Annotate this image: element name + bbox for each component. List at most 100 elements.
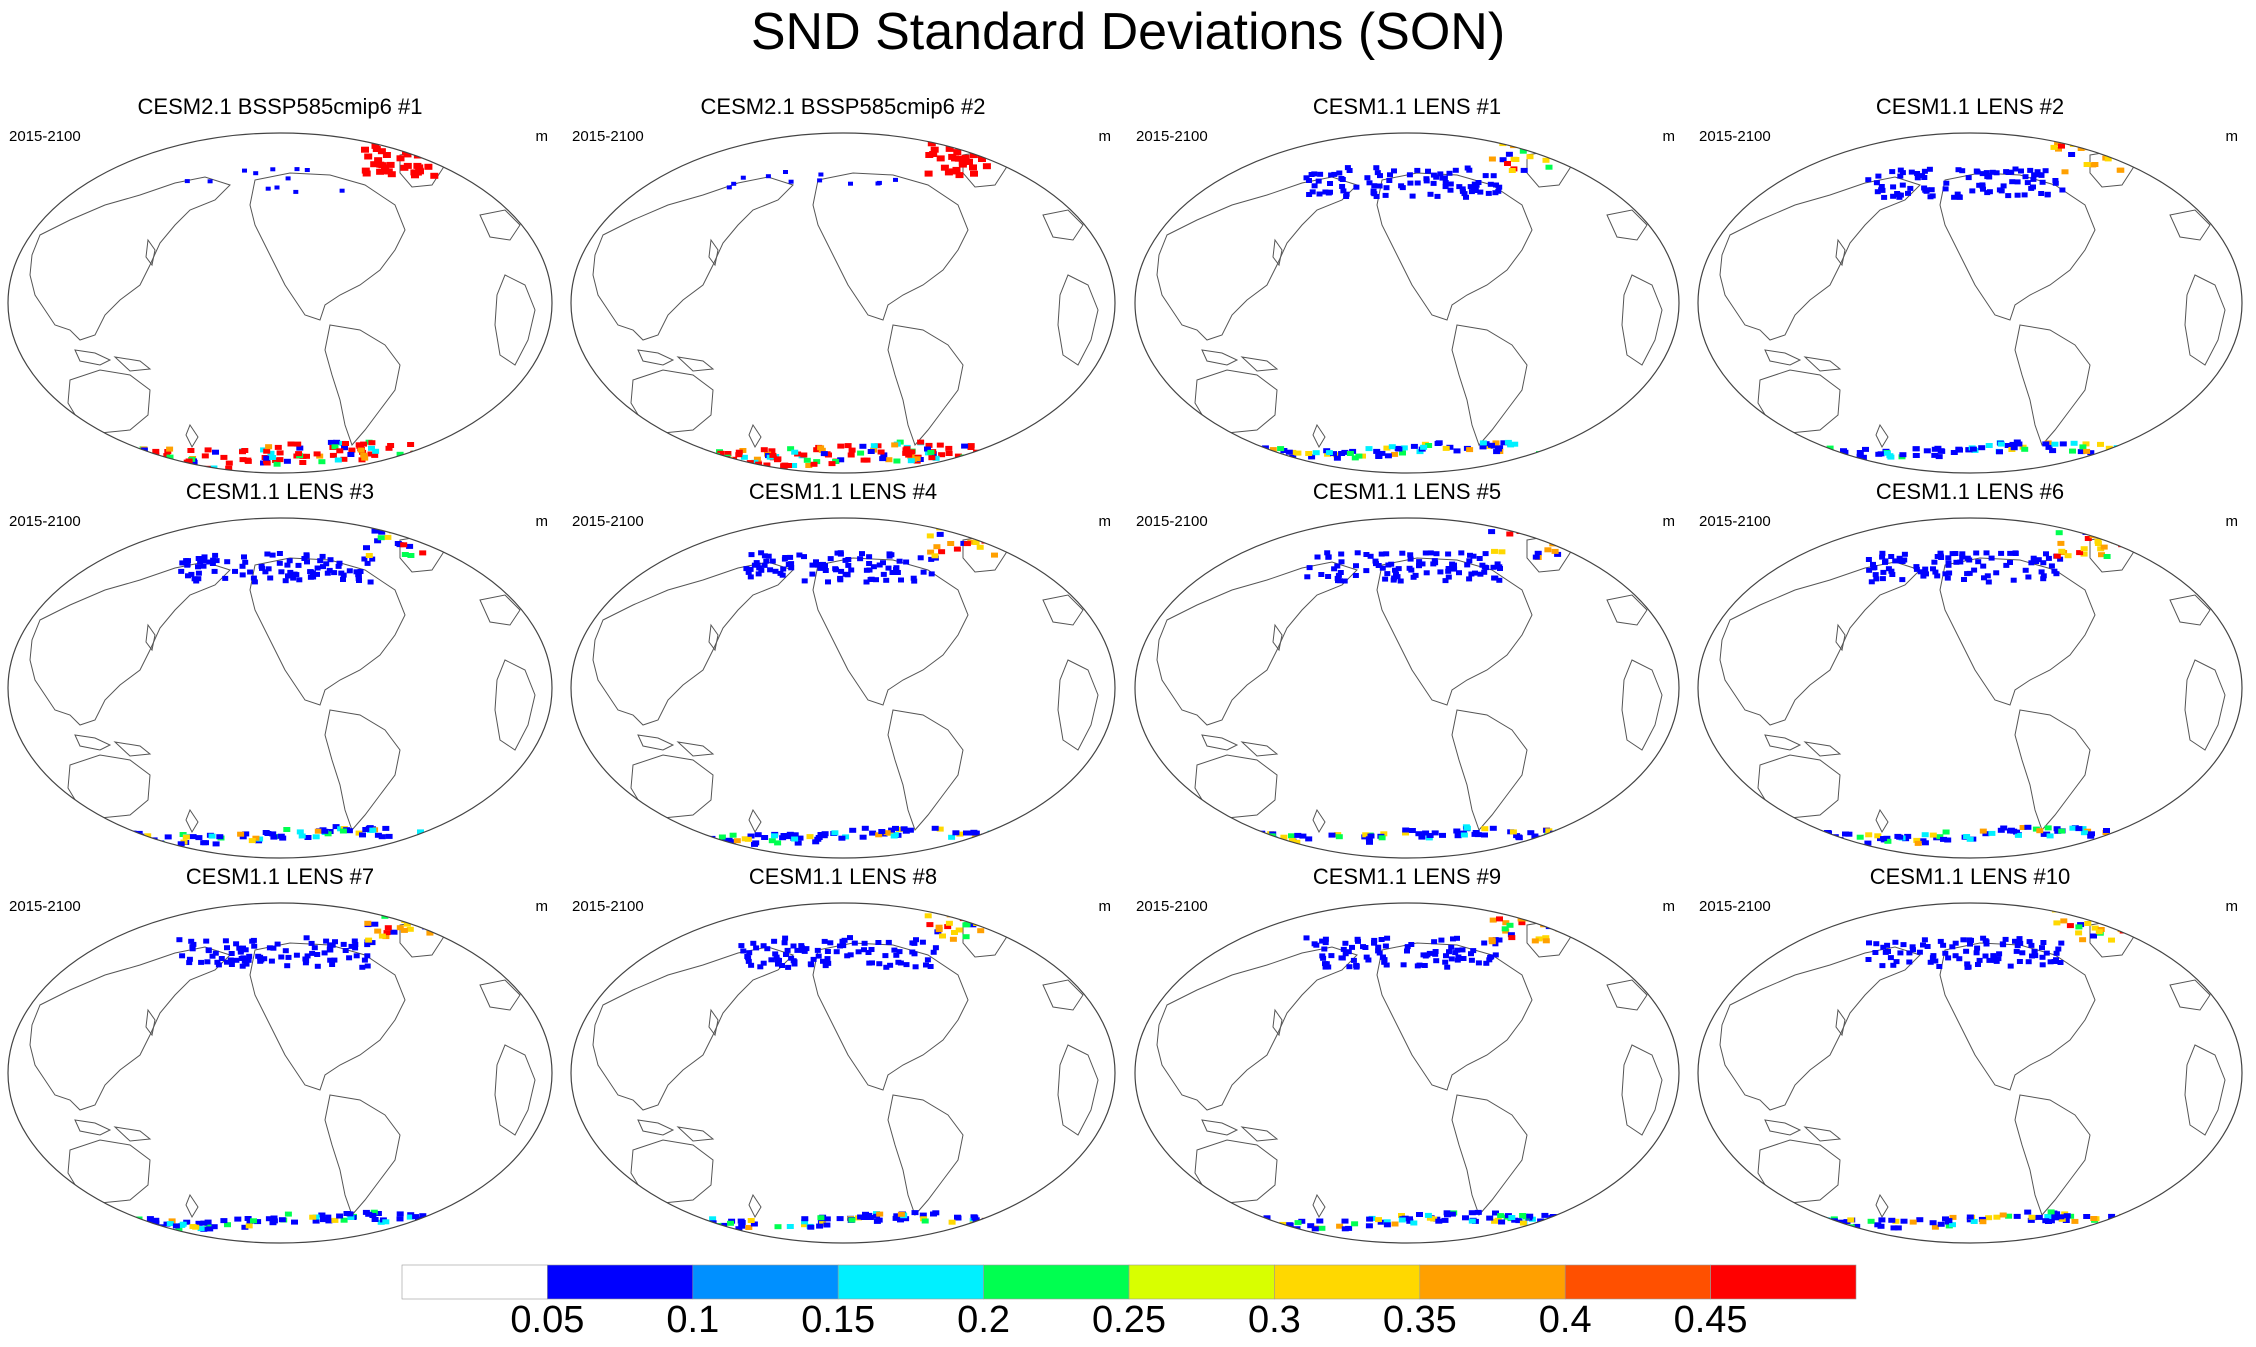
snow-cell [405,459,413,465]
snow-cell [1544,521,1552,527]
snow-cell [152,448,160,454]
snow-cell [1889,572,1896,577]
snow-cell [1956,956,1963,962]
snow-cell [1545,1221,1553,1227]
snow-cell [2040,576,2047,582]
snow-cell [1453,448,1461,454]
snow-cell [374,538,382,544]
snow-cell [1967,941,1973,947]
snow-cell [1906,959,1913,965]
snow-cell [865,950,872,955]
snow-cell [994,443,1002,449]
snow-cell [362,170,371,177]
snow-cell [978,156,986,162]
snow-cell [1373,561,1379,567]
snow-cell [1988,830,1996,836]
snow-cell [930,949,937,955]
snow-cell [357,447,365,453]
snow-cell [2104,917,2112,923]
snow-cell [400,542,408,548]
snow-cell [413,162,422,169]
snow-cell [1885,566,1892,572]
snow-cell [1554,551,1562,557]
snow-cell [206,559,213,565]
snow-cell [745,958,752,964]
snow-cell [932,455,940,461]
snow-cell [1280,834,1288,840]
snow-cell [1505,524,1513,530]
snow-cell [844,953,851,959]
snow-cell [1945,555,1952,561]
snow-cell [1425,168,1431,174]
snow-cell [1410,1220,1418,1226]
snow-cell [1239,1214,1247,1220]
snow-cell [1493,906,1501,912]
snow-cell [2010,445,2018,451]
panel-period-label: 2015-2100 [1699,513,1771,530]
snow-cell [1953,559,1960,565]
snow-cell [364,920,372,926]
snow-cell [1873,576,1880,582]
snow-cell [1324,550,1331,556]
snow-cell [360,441,368,447]
snow-cell [2084,536,2092,541]
snow-cell [1942,1216,1949,1222]
snow-cell [1494,561,1501,567]
snow-cell [410,169,419,176]
snow-cell [367,451,375,457]
snow-cell [1407,552,1414,558]
panel-title: CESM1.1 LENS #10 [1869,864,2071,889]
snow-cell [800,452,808,458]
coastline [1042,594,1084,626]
snow-cell [1496,577,1503,583]
snow-cell [1335,834,1343,840]
snow-cell [1454,935,1460,941]
snow-cell [1354,550,1361,556]
snow-cell [407,553,415,558]
snow-cell [2049,448,2057,454]
snow-cell [1541,1212,1549,1218]
snow-cell [340,941,347,947]
snow-cell [1353,964,1360,970]
snow-cell [867,449,875,454]
snow-cell [2016,959,2023,964]
map-plot [7,902,553,1244]
snow-cell [1921,168,1928,174]
snow-cell [1537,136,1545,142]
snow-cell [910,575,917,581]
snow-cell [1455,954,1462,960]
snow-cell [894,570,901,575]
snow-cell [1936,964,1943,969]
snow-cell [760,943,767,949]
snow-cell [1468,189,1475,195]
snow-cell [1931,559,1938,565]
snow-cell [371,1217,379,1222]
snow-cell [269,831,277,837]
snow-cell [704,457,712,463]
snow-cell [750,940,757,946]
snow-cell [342,948,349,953]
snow-cell [675,1216,683,1222]
snow-cell [220,454,228,460]
snow-cell [903,559,910,565]
snow-cell [761,562,768,568]
snow-cell [1881,194,1888,200]
snow-cell [738,943,745,949]
snow-cell [371,452,379,458]
snow-cell [270,834,278,840]
snow-cell [1899,559,1906,564]
snow-cell [1961,577,1967,582]
snow-cell [1328,953,1335,959]
snow-cell [301,556,308,561]
snow-cell [377,148,386,155]
snow-cell [341,445,348,451]
snow-cell [361,957,368,963]
snow-cell [130,459,138,465]
panel-period-label: 2015-2100 [9,513,81,530]
snow-cell [346,955,353,961]
snow-cell [1940,942,1947,948]
snow-cell [1432,560,1439,566]
snow-cell [1336,1223,1344,1229]
snow-cell [366,905,374,911]
snow-cell [746,950,753,956]
